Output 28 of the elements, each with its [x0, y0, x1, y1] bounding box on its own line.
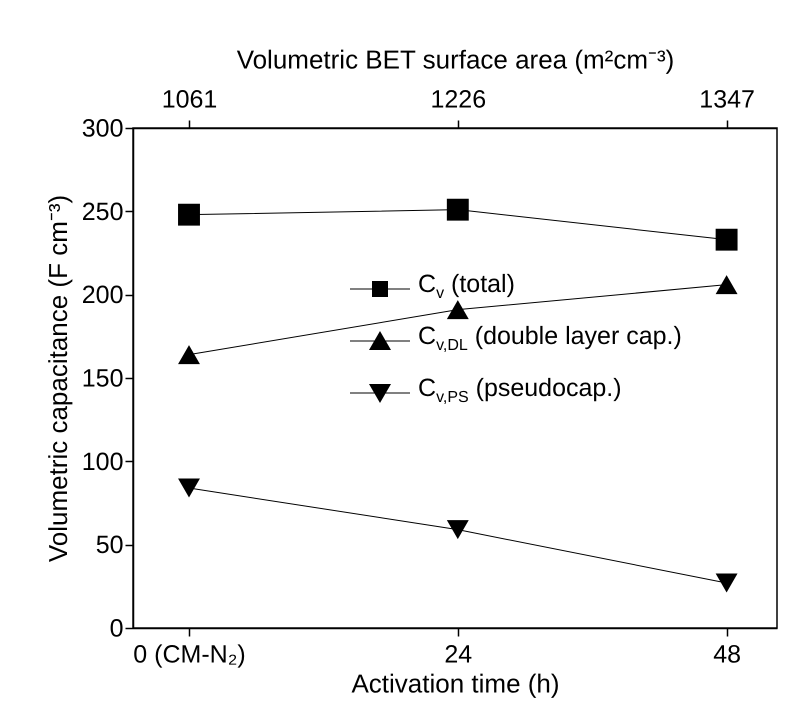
- legend-label: C$_{v,DL}$ (double layer cap.): [418, 321, 682, 356]
- y-tick-label: 150: [82, 364, 124, 392]
- point: [446, 198, 469, 221]
- legend-label: C$_{v,PS}$ (pseudocap.): [418, 373, 622, 408]
- point: [178, 204, 200, 226]
- y-tick-label: 200: [82, 281, 124, 310]
- x-axis-title: Activation time (h): [351, 668, 560, 698]
- point: [716, 228, 738, 251]
- y-tick-label: 0: [110, 614, 124, 642]
- point: [178, 345, 200, 364]
- y-tick-label: 250: [82, 198, 124, 226]
- y-tick-label: 100: [82, 448, 124, 476]
- annotation: 1061: [162, 86, 218, 114]
- y-tick-label: 300: [82, 114, 124, 142]
- annotation: 1226: [430, 86, 486, 114]
- y-axis-title: Volumetric capacitance (F cm⁻³): [42, 194, 73, 562]
- point: [716, 275, 738, 294]
- x-tick-label: 24: [444, 640, 472, 668]
- y-tick-label: 50: [96, 531, 124, 560]
- point: [446, 520, 469, 540]
- x-tick-label: 0 (CM-N₂): [133, 640, 246, 668]
- point: [716, 574, 738, 592]
- legend-label: C$_{v}$ (total): [418, 269, 515, 304]
- point: [446, 300, 469, 320]
- annotation: 1347: [699, 86, 755, 114]
- x2-axis-title: Volumetric BET surface area (m²cm⁻³): [236, 44, 674, 74]
- x-tick-label: 48: [713, 640, 742, 668]
- point: [178, 478, 200, 498]
